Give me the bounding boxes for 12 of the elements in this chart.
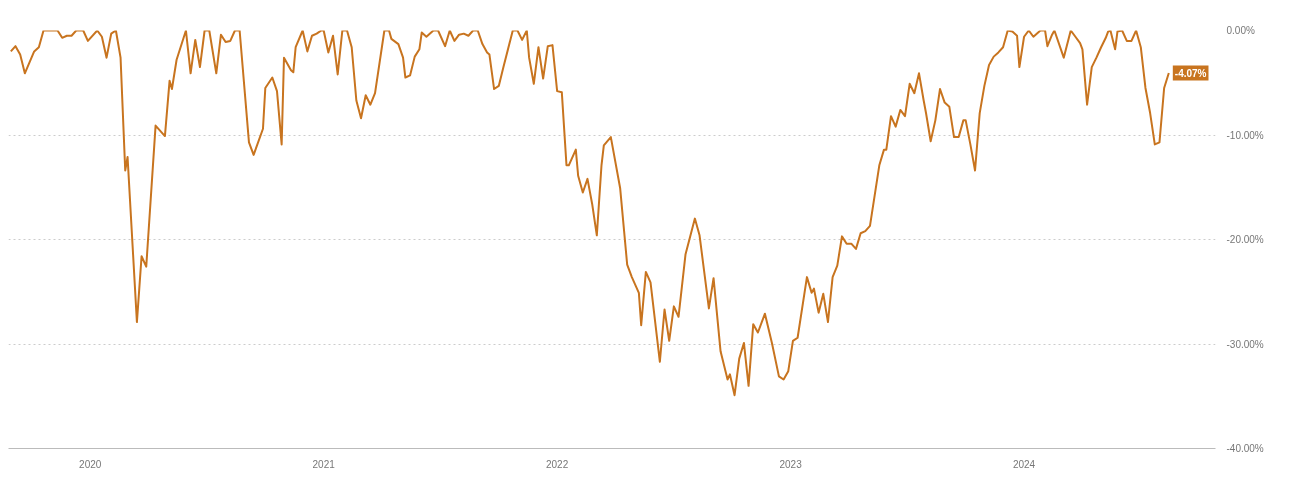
x-tick-label: 2020 — [79, 458, 102, 470]
y-tick-label: -40.00% — [1226, 443, 1264, 454]
y-tick-label: -30.00% — [1226, 338, 1264, 350]
x-tick-label: 2023 — [779, 458, 803, 470]
line-series — [9, 30, 1170, 397]
x-tick-label: 2022 — [546, 458, 569, 470]
annotation: -4.07% — [1174, 67, 1207, 79]
y-tick-label: -10.00% — [1226, 129, 1264, 141]
y-tick-label: 0.00% — [1226, 25, 1255, 36]
y-tick-label: -20.00% — [1226, 234, 1264, 245]
x-tick-label: 2021 — [312, 458, 336, 470]
x-tick-label: 2024 — [1012, 458, 1036, 470]
